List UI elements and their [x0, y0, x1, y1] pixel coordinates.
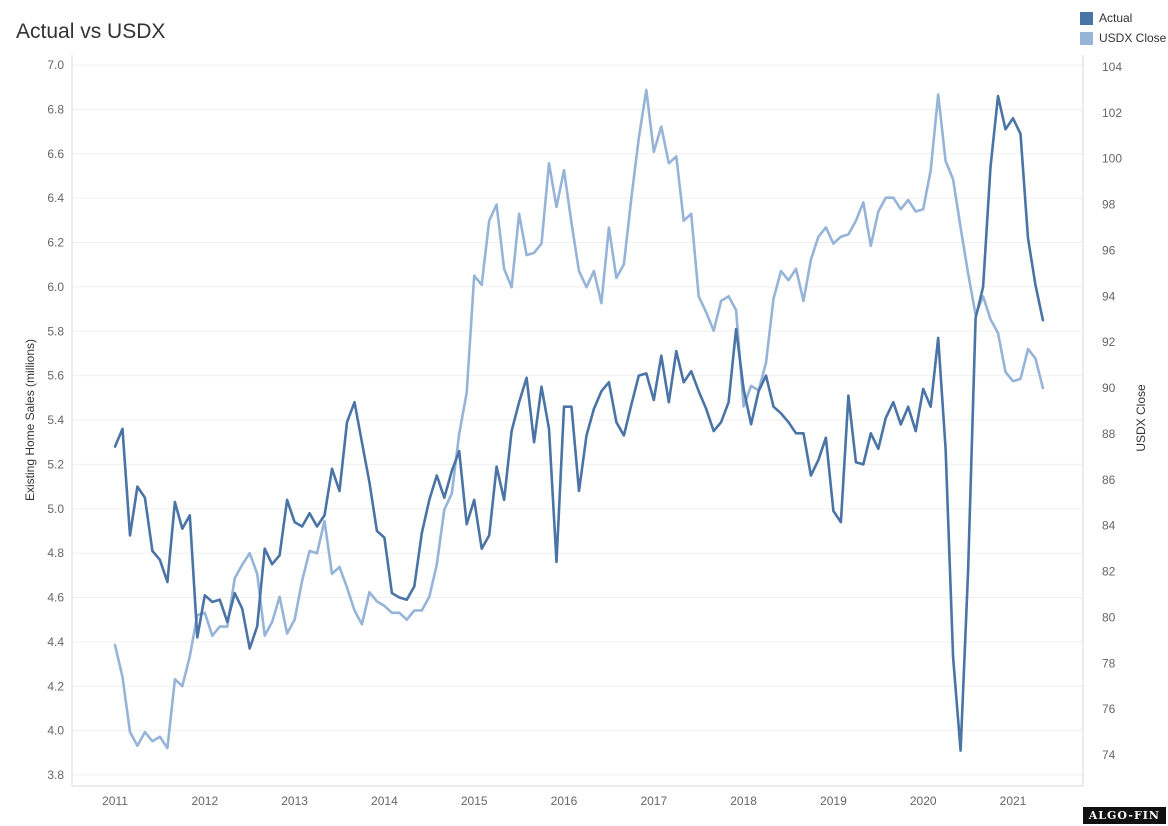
legend-item-actual[interactable]: Actual	[1080, 8, 1166, 28]
legend-item-usdx[interactable]: USDX Close	[1080, 28, 1166, 48]
y-tick-label-left: 4.2	[47, 679, 64, 693]
y-tick-label-right: 78	[1102, 656, 1116, 670]
x-tick-label: 2021	[1000, 794, 1027, 808]
y-tick-label-right: 74	[1102, 748, 1116, 762]
y-tick-label-right: 102	[1102, 106, 1122, 120]
y-tick-label-right: 104	[1102, 60, 1122, 74]
y-tick-label-left: 4.0	[47, 724, 64, 738]
y-tick-label-left: 4.8	[47, 546, 64, 560]
brand-logo: ALGO-FIN	[1082, 807, 1166, 824]
y-tick-label-left: 4.4	[47, 635, 64, 649]
legend-swatch-usdx	[1080, 31, 1093, 45]
y-tick-label-right: 88	[1102, 427, 1116, 441]
tick-labels: 3.8 4.0 4.2 4.4 4.6 4.8 5.0 5.2 5.4 5.6 5.8 6.0 6.2 6…	[47, 58, 1122, 808]
y-axis-title-left: Existing Home Sales (millions)	[23, 339, 37, 501]
x-tick-label: 2014	[371, 794, 398, 808]
chart-title: Actual vs USDX	[16, 20, 166, 43]
series-line-usdx[interactable]	[113, 88, 1045, 750]
x-tick-label: 2018	[730, 794, 757, 808]
y-axis-title-right: USDX Close	[1134, 384, 1148, 452]
x-tick-label: 2016	[551, 794, 578, 808]
y-tick-label-left: 5.0	[47, 502, 64, 516]
legend-label-actual: Actual	[1099, 11, 1133, 25]
y-tick-label-right: 84	[1102, 519, 1116, 533]
y-tick-label-left: 6.8	[47, 102, 64, 116]
x-tick-label: 2019	[820, 794, 847, 808]
y-tick-label-left: 6.2	[47, 236, 64, 250]
y-tick-label-left: 7.0	[47, 58, 64, 72]
x-tick-label: 2013	[281, 794, 308, 808]
y-tick-label-right: 82	[1102, 565, 1116, 579]
y-tick-label-left: 6.0	[47, 280, 64, 294]
y-tick-label-right: 90	[1102, 381, 1116, 395]
y-tick-label-right: 94	[1102, 289, 1116, 303]
legend: Actual USDX Close	[1080, 8, 1166, 48]
y-tick-label-right: 92	[1102, 335, 1116, 349]
legend-label-usdx: USDX Close	[1099, 31, 1167, 45]
y-tick-label-right: 80	[1102, 610, 1116, 624]
y-tick-label-left: 6.4	[47, 191, 64, 205]
y-tick-label-left: 6.6	[47, 147, 64, 161]
y-tick-label-right: 98	[1102, 198, 1116, 212]
y-tick-label-left: 5.8	[47, 324, 64, 338]
legend-swatch-actual	[1080, 11, 1093, 25]
gridlines	[72, 64, 1083, 776]
y-tick-label-right: 100	[1102, 152, 1122, 166]
y-tick-label-right: 96	[1102, 243, 1116, 257]
y-tick-label-right: 76	[1102, 702, 1116, 716]
series-lines	[113, 88, 1045, 752]
y-tick-label-right: 86	[1102, 473, 1116, 487]
x-tick-label: 2020	[910, 794, 937, 808]
y-tick-label-left: 3.8	[47, 768, 64, 782]
y-tick-label-left: 5.2	[47, 457, 64, 471]
x-tick-label: 2011	[102, 794, 128, 808]
y-tick-label-left: 5.6	[47, 369, 64, 383]
y-tick-label-left: 4.6	[47, 591, 64, 605]
y-tick-label-left: 5.4	[47, 413, 64, 427]
x-tick-label: 2012	[191, 794, 218, 808]
series-line-actual[interactable]	[113, 94, 1045, 752]
x-tick-label: 2015	[461, 794, 488, 808]
x-tick-label: 2017	[640, 794, 667, 808]
